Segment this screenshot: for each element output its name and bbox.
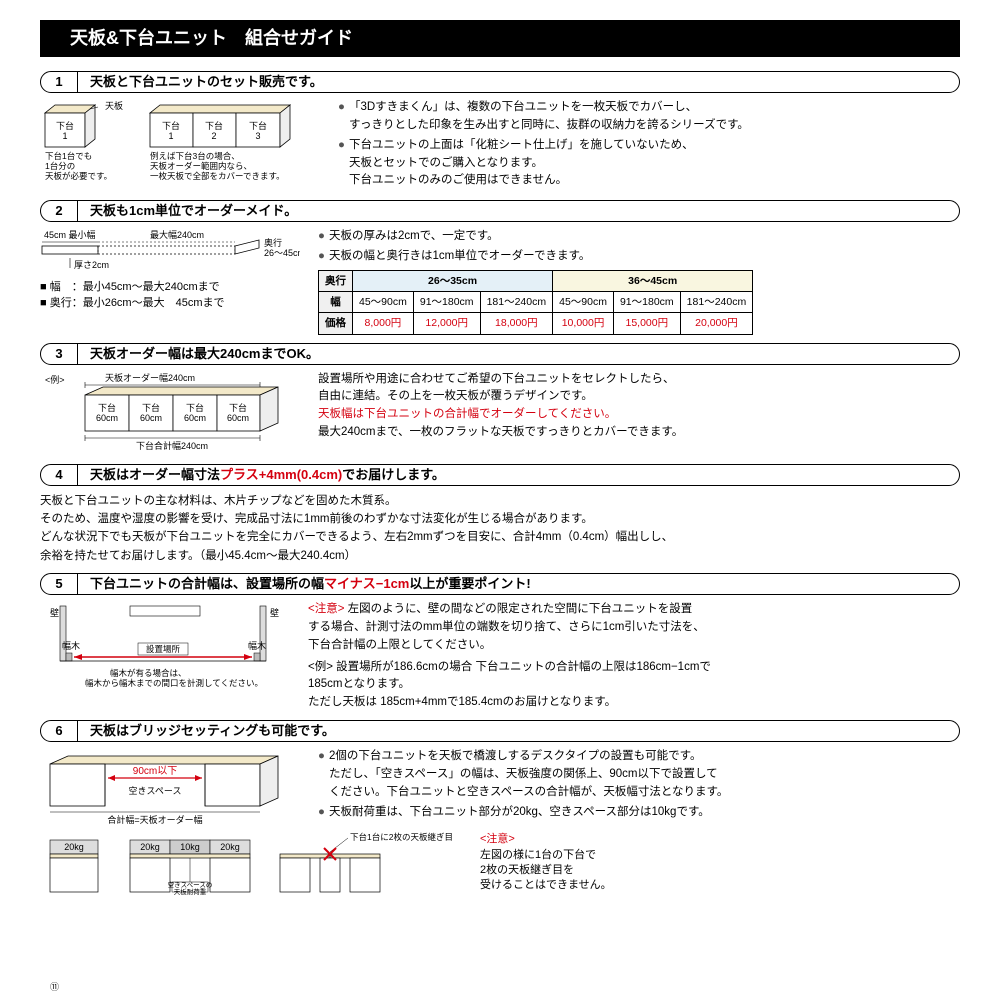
section-4-title: 天板はオーダー幅寸法 プラス+4mm(0.4cm) でお届けします。 xyxy=(77,464,960,486)
svg-text:幅木から幅木までの間口を計測してください。: 幅木から幅木までの間口を計測してください。 xyxy=(85,678,263,688)
svg-text:天板: 天板 xyxy=(105,100,123,111)
svg-text:幅木: 幅木 xyxy=(248,640,266,651)
svg-text:1台分の: 1台分の xyxy=(45,161,75,171)
section-5-title: 下台ユニットの合計幅は、設置場所の幅 マイナス−1cm 以上が重要ポイント! xyxy=(77,573,960,595)
section-4-num: 4 xyxy=(40,464,78,486)
svg-text:下台: 下台 xyxy=(186,402,204,413)
page-title: 天板&下台ユニット 組合せガイド xyxy=(70,28,353,48)
svg-text:60cm: 60cm xyxy=(227,413,249,423)
bullet-icon: ● xyxy=(338,99,345,135)
svg-text:下台: 下台 xyxy=(229,402,247,413)
svg-text:下台1台に2枚の天板継ぎ目: 下台1台に2枚の天板継ぎ目 xyxy=(350,832,453,842)
svg-text:2: 2 xyxy=(211,131,216,141)
section-6-title: 天板はブリッジセッティングも可能です。 xyxy=(77,720,960,742)
section-3-num: 3 xyxy=(40,343,78,365)
svg-text:下台: 下台 xyxy=(249,120,267,131)
svg-text:90cm以下: 90cm以下 xyxy=(133,766,177,777)
section-2-title: 天板も1cm単位でオーダーメイド。 xyxy=(77,200,960,222)
svg-text:下台: 下台 xyxy=(56,120,74,131)
svg-text:天板が必要です。: 天板が必要です。 xyxy=(45,171,112,181)
section-2-body: 45cm 最小幅 最大幅240cm 奥行 26～45cm 厚さ2cm ■ 幅 ：… xyxy=(40,228,960,334)
svg-text:例えば下台3台の場合、: 例えば下台3台の場合、 xyxy=(150,151,240,161)
svg-text:幅木: 幅木 xyxy=(62,640,80,651)
section-1-num: 1 xyxy=(40,71,78,93)
svg-text:<例>: <例> xyxy=(45,374,65,385)
section-5-body: 壁 壁 幅木 幅木 設置場所 幅木が有る場合は、 幅木から幅木までの間口を計測し… xyxy=(40,601,960,712)
section-6-diagram-weights: 20kg 20kg 10kg 20kg 空きスペースの 天板耐荷重 下台1台に2… xyxy=(40,832,460,902)
bullet-icon: ● xyxy=(338,137,345,190)
svg-text:60cm: 60cm xyxy=(96,413,118,423)
section-6-body: 90cm以下 空きスペース 合計幅=天板オーダー幅 ●2個の下台ユニットを天板で… xyxy=(40,748,960,826)
svg-text:下台合計幅240cm: 下台合計幅240cm xyxy=(136,440,208,451)
section-5-num: 5 xyxy=(40,573,78,595)
section-6-text: ●2個の下台ユニットを天板で橋渡しするデスクタイプの設置も可能です。 ただし、「… xyxy=(318,748,960,826)
section-6-warning: <注意> 左図の様に1台の下台で 2枚の天板継ぎ目を 受けることはできません。 xyxy=(480,832,612,894)
section-5-text: <注意> 左図のように、壁の間などの限定された空間に下台ユニットを設置 する場合… xyxy=(308,601,960,712)
section-3-head: 3 天板オーダー幅は最大240cmまでOK。 xyxy=(40,343,960,365)
section-2-head: 2 天板も1cm単位でオーダーメイド。 xyxy=(40,200,960,222)
svg-text:20kg: 20kg xyxy=(140,842,160,852)
svg-text:一枚天板で全部をカバーできます。: 一枚天板で全部をカバーできます。 xyxy=(150,171,285,181)
svg-text:下台: 下台 xyxy=(205,120,223,131)
svg-text:3: 3 xyxy=(255,131,260,141)
section-1-body: 下台 1 下台 1 下台 2 下台 3 天板 下台1台でも 1台分の 天板が必要… xyxy=(40,99,960,192)
svg-text:空きスペース: 空きスペース xyxy=(129,785,182,796)
svg-text:下台: 下台 xyxy=(162,120,180,131)
svg-text:60cm: 60cm xyxy=(140,413,162,423)
page-number: ⑪ xyxy=(50,981,59,994)
svg-text:奥行: 奥行 xyxy=(264,237,282,248)
section-2-diagram: 45cm 最小幅 最大幅240cm 奥行 26～45cm 厚さ2cm ■ 幅 ：… xyxy=(40,228,300,334)
section-1-diagram: 下台 1 下台 1 下台 2 下台 3 天板 下台1台でも 1台分の 天板が必要… xyxy=(40,99,320,192)
page-title-bar: 天板&下台ユニット 組合せガイド xyxy=(40,20,960,57)
section-6-diagram-top: 90cm以下 空きスペース 合計幅=天板オーダー幅 xyxy=(40,748,300,826)
section-3-title: 天板オーダー幅は最大240cmまでOK。 xyxy=(77,343,960,365)
svg-text:下台: 下台 xyxy=(98,402,116,413)
svg-text:45cm 最小幅: 45cm 最小幅 xyxy=(44,229,96,240)
svg-text:60cm: 60cm xyxy=(184,413,206,423)
section-1-text: ●「3Dすきまくん」は、複数の下台ユニットを一枚天板でカバーし、 すっきりとした… xyxy=(338,99,960,192)
svg-text:20kg: 20kg xyxy=(220,842,240,852)
section-6-head: 6 天板はブリッジセッティングも可能です。 xyxy=(40,720,960,742)
svg-text:10kg: 10kg xyxy=(180,842,200,852)
svg-text:20kg: 20kg xyxy=(64,842,84,852)
svg-text:厚さ2cm: 厚さ2cm xyxy=(74,260,109,270)
svg-text:天板オーダー幅240cm: 天板オーダー幅240cm xyxy=(105,372,195,383)
svg-text:設置場所: 設置場所 xyxy=(146,644,181,654)
svg-text:下台1台でも: 下台1台でも xyxy=(45,151,92,161)
svg-text:合計幅=天板オーダー幅: 合計幅=天板オーダー幅 xyxy=(107,814,202,825)
svg-text:1: 1 xyxy=(62,131,67,141)
svg-text:天板オーダー範囲内なら、: 天板オーダー範囲内なら、 xyxy=(150,161,252,171)
section-4-head: 4 天板はオーダー幅寸法 プラス+4mm(0.4cm) でお届けします。 xyxy=(40,464,960,486)
section-5-head: 5 下台ユニットの合計幅は、設置場所の幅 マイナス−1cm 以上が重要ポイント! xyxy=(40,573,960,595)
section-6-num: 6 xyxy=(40,720,78,742)
section-3-diagram: <例> 天板オーダー幅240cm 下台60cm 下台60cm 下台60cm 下台… xyxy=(40,371,300,456)
svg-text:天板耐荷重: 天板耐荷重 xyxy=(174,887,207,896)
section-3-text: 設置場所や用途に合わせてご希望の下台ユニットをセレクトしたら、 自由に連結。その… xyxy=(318,371,960,456)
svg-text:壁: 壁 xyxy=(50,607,59,618)
section-4-body: 天板と下台ユニットの主な材料は、木片チップなどを固めた木質系。 そのため、温度や… xyxy=(40,492,960,566)
section-1-head: 1 天板と下台ユニットのセット販売です。 xyxy=(40,71,960,93)
svg-text:壁: 壁 xyxy=(270,607,279,618)
section-6-bottom-row: 20kg 20kg 10kg 20kg 空きスペースの 天板耐荷重 下台1台に2… xyxy=(40,832,960,902)
svg-text:幅木が有る場合は、: 幅木が有る場合は、 xyxy=(110,668,187,678)
section-3-body: <例> 天板オーダー幅240cm 下台60cm 下台60cm 下台60cm 下台… xyxy=(40,371,960,456)
svg-text:最大幅240cm: 最大幅240cm xyxy=(150,229,204,240)
section-2-num: 2 xyxy=(40,200,78,222)
section-2-text: ●天板の厚みは2cmで、一定です。 ●天板の幅と奥行きは1cm単位でオーダーでき… xyxy=(318,228,960,334)
svg-text:1: 1 xyxy=(168,131,173,141)
section-1-title: 天板と下台ユニットのセット販売です。 xyxy=(77,71,960,93)
section-5-diagram: 壁 壁 幅木 幅木 設置場所 幅木が有る場合は、 幅木から幅木までの間口を計測し… xyxy=(40,601,290,712)
svg-text:下台: 下台 xyxy=(142,402,160,413)
price-table: 奥行 26～35cm 36～45cm 幅 45～90cm 91～180cm 18… xyxy=(318,270,753,335)
svg-text:26～45cm: 26～45cm xyxy=(264,248,300,258)
